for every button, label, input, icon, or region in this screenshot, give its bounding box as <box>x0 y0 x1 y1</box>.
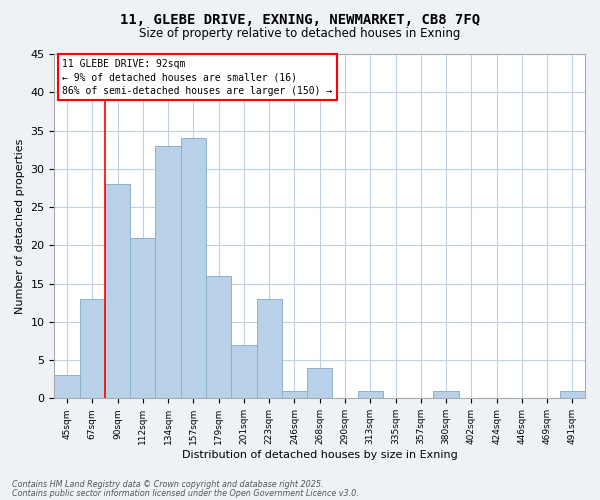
Bar <box>206 276 231 398</box>
Bar <box>433 390 458 398</box>
Text: Contains public sector information licensed under the Open Government Licence v3: Contains public sector information licen… <box>12 488 359 498</box>
Bar <box>231 345 257 399</box>
Text: Contains HM Land Registry data © Crown copyright and database right 2025.: Contains HM Land Registry data © Crown c… <box>12 480 323 489</box>
Bar <box>105 184 130 398</box>
X-axis label: Distribution of detached houses by size in Exning: Distribution of detached houses by size … <box>182 450 458 460</box>
Bar <box>55 376 80 398</box>
Bar <box>307 368 332 398</box>
Bar <box>257 299 282 398</box>
Bar <box>282 390 307 398</box>
Text: 11 GLEBE DRIVE: 92sqm
← 9% of detached houses are smaller (16)
86% of semi-detac: 11 GLEBE DRIVE: 92sqm ← 9% of detached h… <box>62 59 332 96</box>
Bar <box>80 299 105 398</box>
Bar <box>155 146 181 399</box>
Bar <box>181 138 206 398</box>
Text: 11, GLEBE DRIVE, EXNING, NEWMARKET, CB8 7FQ: 11, GLEBE DRIVE, EXNING, NEWMARKET, CB8 … <box>120 12 480 26</box>
Y-axis label: Number of detached properties: Number of detached properties <box>15 138 25 314</box>
Bar <box>130 238 155 398</box>
Text: Size of property relative to detached houses in Exning: Size of property relative to detached ho… <box>139 28 461 40</box>
Bar <box>358 390 383 398</box>
Bar <box>560 390 585 398</box>
